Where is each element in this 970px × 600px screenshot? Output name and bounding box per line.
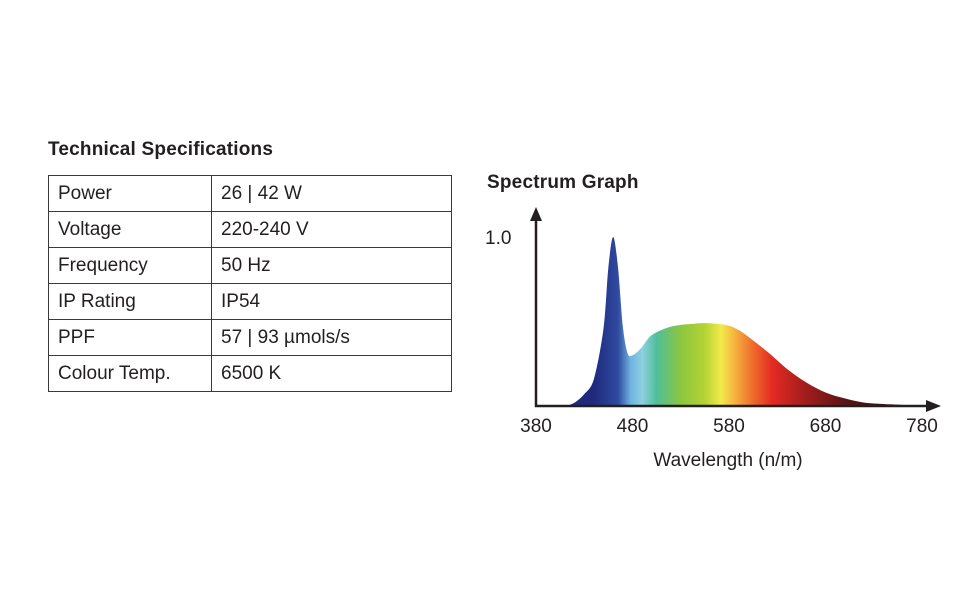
spec-label: Power bbox=[48, 175, 212, 212]
x-tick-label: 780 bbox=[906, 416, 938, 437]
chart-title: Spectrum Graph bbox=[487, 172, 639, 193]
spec-value: IP54 bbox=[211, 283, 452, 320]
spectrum-chart: 1.0 380 480 580 680 780 Wavelength (n/m) bbox=[485, 207, 941, 471]
y-tick-label: 1.0 bbox=[485, 228, 511, 249]
spec-label: IP Rating bbox=[48, 283, 212, 320]
table-row: Voltage 220-240 V bbox=[48, 211, 452, 248]
y-axis-arrow-icon bbox=[530, 207, 542, 221]
x-tick-label: 680 bbox=[810, 416, 842, 437]
spectrum-area bbox=[536, 237, 922, 406]
spec-value: 6500 K bbox=[211, 355, 452, 392]
x-tick-label: 380 bbox=[520, 416, 552, 437]
x-axis-label: Wavelength (n/m) bbox=[653, 450, 802, 471]
x-tick-label: 580 bbox=[713, 416, 745, 437]
spec-label: Colour Temp. bbox=[48, 355, 212, 392]
specs-title: Technical Specifications bbox=[48, 139, 274, 160]
table-row: PPF 57 | 93 µmols/s bbox=[48, 319, 452, 356]
table-row: IP Rating IP54 bbox=[48, 283, 452, 320]
spec-value: 26 | 42 W bbox=[211, 175, 452, 212]
table-row: Power 26 | 42 W bbox=[48, 175, 452, 212]
spec-label: Frequency bbox=[48, 247, 212, 284]
spec-label: Voltage bbox=[48, 211, 212, 248]
spec-value: 50 Hz bbox=[211, 247, 452, 284]
x-tick-label: 480 bbox=[617, 416, 649, 437]
table-row: Colour Temp. 6500 K bbox=[48, 355, 452, 392]
x-tick-labels: 380 480 580 680 780 bbox=[520, 416, 938, 437]
spec-value: 57 | 93 µmols/s bbox=[211, 319, 452, 356]
x-axis-arrow-icon bbox=[926, 400, 941, 412]
spec-value: 220-240 V bbox=[211, 211, 452, 248]
spec-label: PPF bbox=[48, 319, 212, 356]
specs-table: Power 26 | 42 W Voltage 220-240 V Freque… bbox=[48, 175, 452, 392]
table-row: Frequency 50 Hz bbox=[48, 247, 452, 284]
